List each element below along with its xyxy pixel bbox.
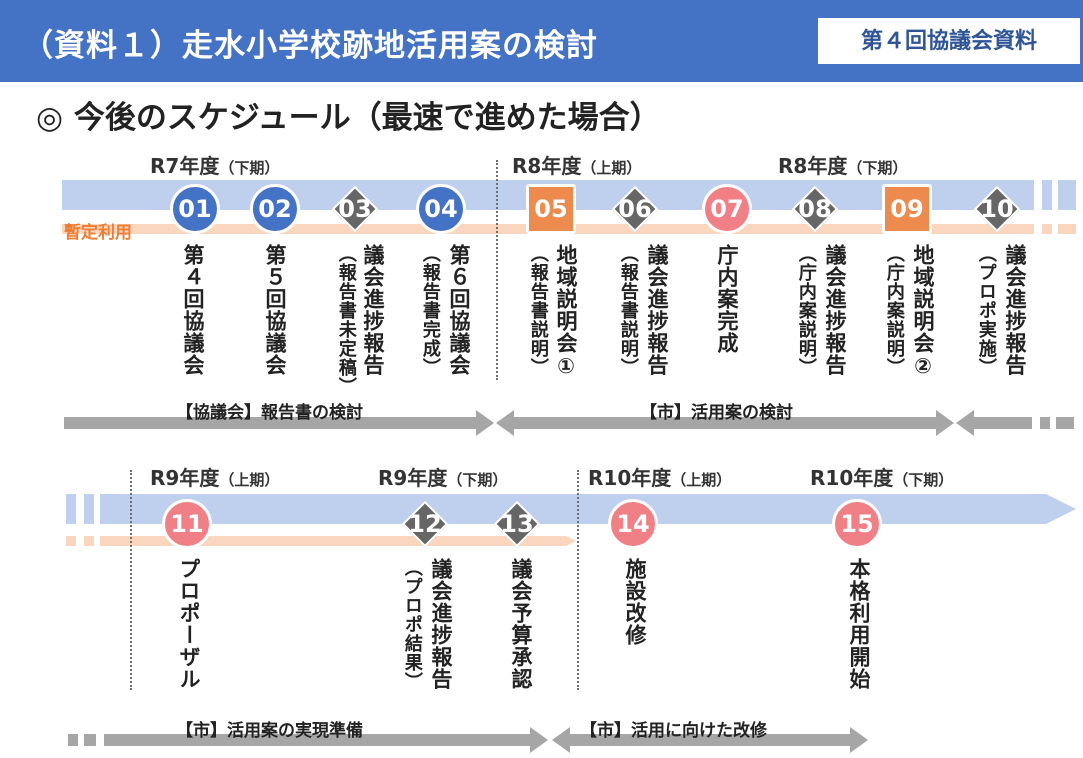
period-half: （下期）	[219, 159, 280, 177]
phase-arrow	[496, 410, 954, 436]
step-08-label: 議会進捗報告	[823, 244, 848, 376]
step-11-marker: 11	[162, 499, 212, 549]
step-03-note: （報告書未定稿）	[335, 244, 357, 396]
period-label: R7年度（下期）	[150, 150, 279, 179]
period-label: R9年度（下期）	[378, 462, 507, 491]
step-06-note: （報告書説明）	[617, 244, 639, 377]
period-year: R9年度	[150, 466, 220, 490]
band-stub	[66, 494, 76, 524]
step-04-marker: 04	[416, 184, 466, 234]
step-14-label: 施設改修	[623, 558, 648, 646]
period-label: R8年度（下期）	[778, 150, 907, 179]
step-07-label: 庁内案完成	[715, 244, 740, 354]
phase-caption: 【協議会】報告書の検討	[176, 403, 363, 423]
step-04-label: 第６回協議会	[447, 244, 472, 376]
step-01-label: 第４回協議会	[181, 244, 206, 376]
interim-stub	[66, 536, 76, 546]
period-label: R10年度（上期）	[588, 462, 731, 491]
step-05-note: （報告書説明）	[527, 244, 549, 377]
period-half: （下期）	[447, 471, 508, 489]
period-year: R8年度	[512, 154, 582, 178]
period-half: （上期）	[581, 159, 642, 177]
phase-caption: 【市】活用案の検討	[640, 403, 793, 423]
page-title: （資料１）走水小学校跡地活用案の検討	[22, 28, 598, 64]
interim-stub	[1058, 224, 1076, 234]
step-14-marker: 14	[608, 499, 658, 549]
period-label: R8年度（上期）	[512, 150, 641, 179]
meeting-badge: 第４回協議会資料	[818, 18, 1080, 64]
phase-arrows-row2	[68, 727, 868, 753]
header-bar: （資料１）走水小学校跡地活用案の検討 第４回協議会資料	[0, 0, 1083, 82]
phase-arrow	[552, 727, 868, 753]
period-half: （下期）	[847, 159, 908, 177]
period-year: R10年度	[588, 466, 672, 490]
step-13-label: 議会予算承認	[509, 558, 534, 690]
step-15-marker: 15	[832, 499, 882, 549]
step-13-marker: 13	[494, 501, 540, 547]
arrow-stub	[1056, 417, 1074, 429]
step-05-marker: 05	[526, 184, 576, 234]
arrow-stub	[1040, 417, 1050, 429]
step-08-note: （庁内案説明）	[795, 244, 817, 377]
period-year: R7年度	[150, 154, 220, 178]
step-10-label: 議会進捗報告	[1003, 244, 1028, 376]
band-stub	[1042, 180, 1052, 210]
step-07-marker: 07	[702, 184, 752, 234]
step-08-marker: 08	[792, 186, 838, 232]
period-half: （上期）	[671, 471, 732, 489]
phase-arrow	[104, 727, 548, 753]
phase-arrows-row1	[64, 410, 1074, 436]
step-10-note: （プロポ実施）	[975, 244, 997, 377]
interim-stub	[1042, 224, 1052, 234]
band-stub	[84, 494, 94, 524]
period-divider	[577, 470, 579, 690]
step-12-marker: 12	[402, 501, 448, 547]
step-11-label: プロポーザル	[177, 558, 202, 690]
phase-caption: 【市】活用に向けた改修	[580, 721, 767, 741]
step-12-note: （プロポ結果）	[401, 558, 423, 691]
period-half: （下期）	[893, 471, 954, 489]
period-label: R10年度（下期）	[810, 462, 953, 491]
step-10-marker: 10	[974, 186, 1020, 232]
step-01-marker: 01	[170, 184, 220, 234]
phase-arrow	[956, 410, 1032, 436]
period-label: R9年度（上期）	[150, 462, 279, 491]
band-stub	[1058, 180, 1076, 210]
arrow-stub	[84, 734, 96, 746]
step-15-label: 本格利用開始	[847, 558, 872, 690]
step-02-marker: 02	[250, 184, 300, 234]
period-year: R10年度	[810, 466, 894, 490]
step-02-label: 第５回協議会	[263, 244, 288, 376]
step-04-note: （報告書完成）	[419, 244, 441, 377]
phase-caption: 【市】活用案の実現準備	[176, 721, 363, 741]
section-heading: ◎ 今後のスケジュール（最速で進めた場合）	[36, 100, 661, 136]
period-year: R8年度	[778, 154, 848, 178]
interim-label: 暫定利用	[64, 223, 132, 243]
step-12-label: 議会進捗報告	[429, 558, 454, 690]
step-09-note: （庁内案説明）	[883, 244, 905, 377]
period-divider	[130, 470, 132, 690]
period-half: （上期）	[219, 471, 280, 489]
period-divider	[496, 160, 498, 380]
step-05-label: 地域説明会①	[554, 244, 579, 379]
step-06-label: 議会進捗報告	[645, 244, 670, 376]
phase-arrow	[64, 410, 494, 436]
interim-stub	[84, 536, 94, 546]
interim-band-row2	[100, 536, 576, 546]
step-06-marker: 06	[612, 186, 658, 232]
step-03-marker: 03	[332, 186, 378, 232]
step-03-label: 議会進捗報告	[361, 244, 386, 376]
band-arrow	[100, 494, 1076, 524]
step-09-label: 地域説明会②	[911, 244, 936, 379]
arrow-stub	[68, 734, 78, 746]
step-09-marker: 09	[882, 184, 932, 234]
period-year: R9年度	[378, 466, 448, 490]
